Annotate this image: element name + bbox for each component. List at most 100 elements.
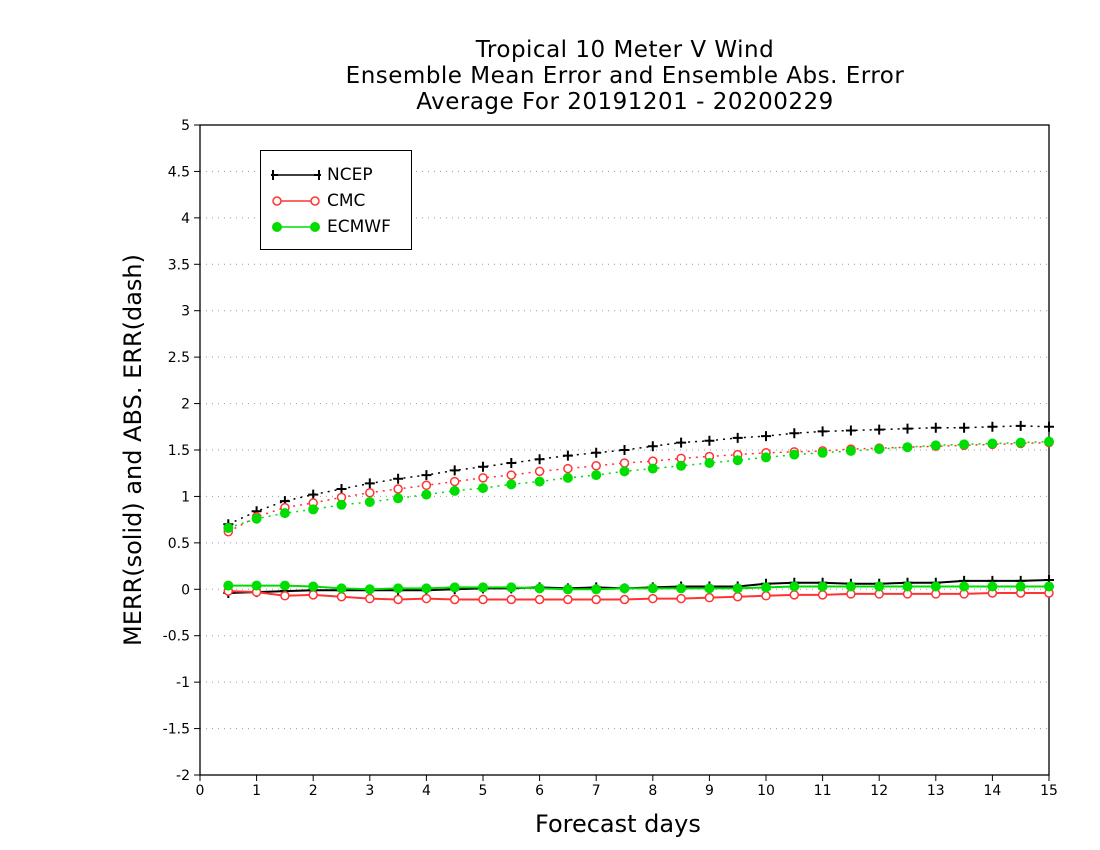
legend-swatch-ncep	[271, 170, 321, 180]
ncep-abserr-point	[817, 426, 828, 437]
ecmwf-merr-point	[704, 583, 715, 594]
cmc-abserr-point	[591, 461, 601, 471]
ecmwf-abserr-point	[478, 483, 488, 494]
ecmwf-abserr-point	[874, 444, 885, 455]
ncep-abserr-point	[704, 435, 715, 446]
y-tick-label: 3	[181, 304, 190, 320]
cmc-merr-point	[308, 590, 318, 600]
ecmwf-abserr-point	[647, 463, 658, 474]
ecmwf-abserr-point	[562, 472, 573, 483]
ncep-abserr-point	[676, 437, 687, 448]
ecmwf-merr-point	[902, 581, 913, 592]
y-tick-label: 0.5	[168, 536, 190, 552]
y-tick-label: 5	[181, 118, 190, 134]
x-tick-label: 1	[252, 783, 261, 799]
y-tick-label: 1	[181, 489, 190, 505]
ncep-abserr-point	[421, 470, 432, 481]
ncep-abserr-point	[845, 425, 856, 436]
y-tick-label: 4	[181, 211, 190, 227]
ecmwf-merr-point	[647, 583, 658, 594]
ecmwf-merr-point	[449, 582, 460, 593]
ecmwf-merr-point	[761, 582, 771, 593]
y-tick-label: 3.5	[168, 257, 190, 273]
ecmwf-abserr-point	[506, 479, 517, 490]
ecmwf-merr-point	[1015, 581, 1026, 592]
x-axis-label: Forecast days	[535, 810, 701, 838]
cmc-merr-point	[817, 590, 828, 600]
ncep-abserr-point	[789, 428, 800, 439]
cmc-abserr-point	[393, 484, 403, 494]
x-tick-label: 7	[592, 783, 601, 799]
legend-item-ncep: NCEP	[271, 164, 373, 186]
ncep-abserr-line	[227, 425, 1050, 525]
ecmwf-abserr-point	[676, 460, 687, 471]
ecmwf-merr-point	[223, 580, 234, 591]
cmc-merr-point	[591, 594, 601, 605]
cmc-abserr-point	[478, 473, 488, 483]
ecmwf-abserr-point	[761, 452, 771, 463]
ecmwf-abserr-point	[364, 497, 375, 507]
cmc-merr-point	[478, 594, 488, 605]
ncep-abserr-point	[478, 461, 488, 472]
cmc-abserr-point	[506, 470, 517, 480]
ncep-abserr-point	[959, 422, 970, 433]
ecmwf-abserr-point	[591, 470, 602, 481]
cmc-abserr-point	[365, 487, 375, 498]
ecmwf-merr-point	[987, 581, 998, 592]
x-tick-label: 0	[196, 783, 205, 799]
ncep-abserr-point	[364, 478, 375, 489]
x-tick-label: 11	[814, 783, 832, 799]
ecmwf-abserr-point	[930, 440, 941, 451]
ncep-abserr-point	[308, 489, 319, 500]
ncep-abserr-point	[874, 424, 885, 435]
y-tick-label: 0	[181, 582, 190, 598]
x-tick-label: 9	[705, 783, 714, 799]
chart-legend: NCEP CMC ECMWF	[260, 150, 412, 250]
ecmwf-merr-point	[279, 580, 290, 591]
ecmwf-merr-point	[562, 584, 573, 595]
ecmwf-merr-point	[364, 584, 375, 595]
y-tick-label: 4.5	[168, 164, 190, 180]
ecmwf-merr-point	[732, 583, 743, 594]
ecmwf-merr-point	[308, 581, 319, 592]
ecmwf-abserr-point	[308, 504, 319, 515]
x-tick-label: 5	[479, 783, 488, 799]
x-tick-label: 2	[309, 783, 318, 799]
cmc-abserr-point	[619, 458, 630, 468]
ecmwf-abserr-point	[959, 439, 970, 450]
cmc-merr-point	[506, 594, 517, 605]
ecmwf-abserr-point	[336, 499, 347, 510]
cmc-abserr-point	[534, 466, 545, 477]
cmc-merr-point	[648, 593, 658, 604]
ecmwf-merr-point	[959, 581, 970, 592]
ecmwf-abserr-point	[1044, 436, 1054, 447]
ecmwf-abserr-point	[251, 513, 262, 524]
ecmwf-abserr-point	[987, 438, 998, 449]
cmc-abserr-point	[449, 476, 460, 487]
ecmwf-merr-line	[228, 584, 1049, 591]
ecmwf-merr-point	[1044, 581, 1054, 592]
cmc-merr-line	[228, 590, 1049, 601]
cmc-merr-point	[365, 593, 375, 604]
ecmwf-merr-point	[874, 581, 885, 592]
ecmwf-merr-point	[421, 583, 432, 594]
ecmwf-abserr-point	[534, 476, 545, 487]
chart-title-line-1: Tropical 10 Meter V Wind	[475, 37, 775, 63]
x-tick-label: 15	[1040, 783, 1058, 799]
legend-swatch-cmc	[272, 196, 320, 206]
ecmwf-merr-point	[817, 581, 828, 592]
ncep-abserr-point	[647, 441, 658, 452]
ncep-abserr-point	[902, 423, 913, 434]
x-tick-label: 8	[648, 783, 657, 799]
legend-item-cmc: CMC	[271, 190, 365, 212]
ecmwf-abserr-point	[449, 485, 460, 496]
ecmwf-abserr-point	[279, 508, 290, 519]
x-tick-label: 10	[757, 783, 775, 799]
ncep-abserr-point	[761, 431, 771, 442]
cmc-merr-point	[761, 591, 771, 601]
ncep-abserr-point	[393, 473, 404, 484]
ecmwf-merr-point	[534, 583, 545, 594]
legend-label-ecmwf: ECMWF	[327, 217, 391, 237]
y-tick-label: 2	[181, 397, 190, 413]
